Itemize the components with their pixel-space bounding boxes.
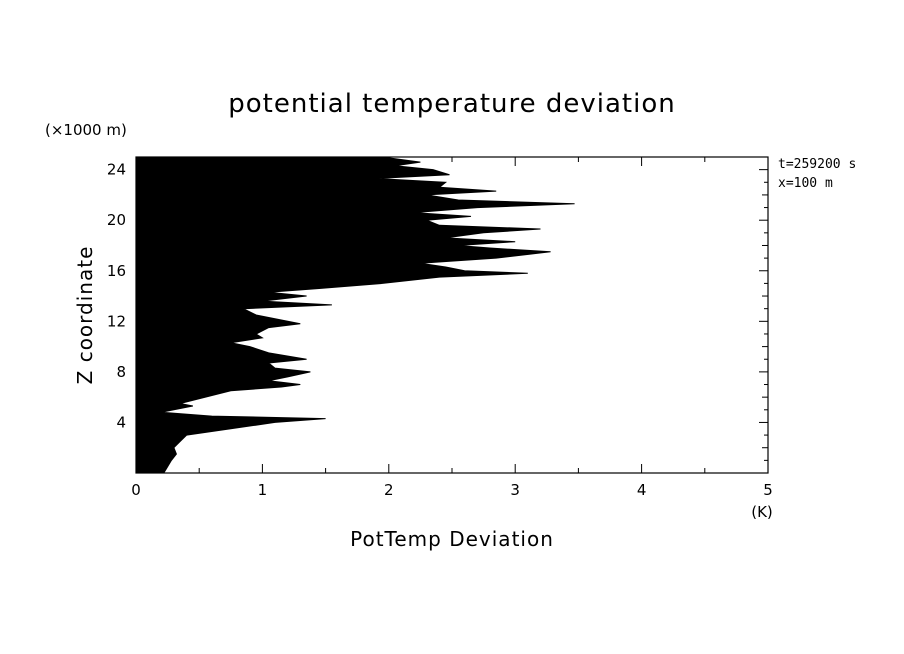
y-tick-label: 8 bbox=[116, 363, 126, 381]
x-tick-label: 2 bbox=[384, 481, 394, 499]
profile-fill bbox=[135, 156, 575, 474]
chart-title: potential temperature deviation bbox=[228, 89, 675, 119]
x-unit-label: (K) bbox=[751, 503, 773, 521]
profile-area bbox=[135, 156, 575, 474]
time-annotation: t=259200 s bbox=[778, 157, 856, 172]
x-tick-label: 4 bbox=[637, 481, 647, 499]
y-axis: 4 8 12 16 20 24 bbox=[107, 161, 768, 461]
x-axis-label: PotTemp Deviation bbox=[350, 527, 554, 551]
position-annotation: x=100 m bbox=[778, 176, 833, 191]
x-axis: 0 1 2 3 4 5 bbox=[131, 157, 773, 499]
y-unit-label: (×1000 m) bbox=[45, 121, 127, 139]
y-tick-label: 12 bbox=[107, 312, 126, 330]
y-tick-label: 4 bbox=[116, 413, 126, 431]
x-tick-label: 5 bbox=[763, 481, 773, 499]
y-tick-label: 16 bbox=[107, 262, 126, 280]
y-tick-label: 24 bbox=[107, 161, 126, 179]
x-tick-label: 0 bbox=[131, 481, 141, 499]
y-axis-label: Z coordinate bbox=[73, 246, 97, 385]
x-tick-label: 1 bbox=[258, 481, 268, 499]
y-tick-label: 20 bbox=[107, 211, 126, 229]
x-tick-label: 3 bbox=[510, 481, 520, 499]
